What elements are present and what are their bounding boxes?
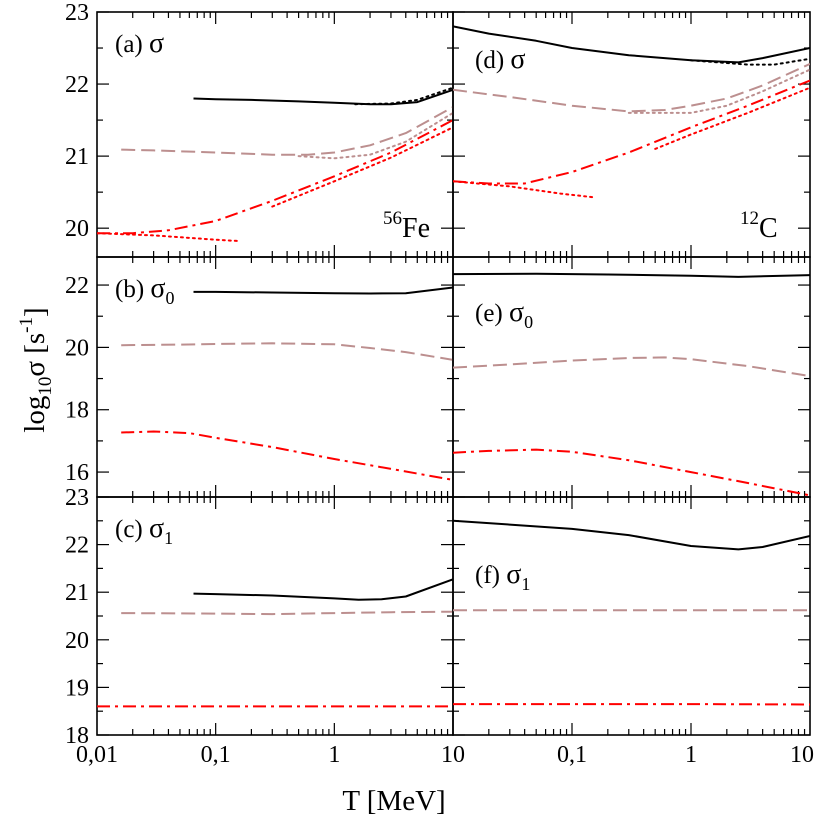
series-line-0 [194, 90, 454, 104]
y-tick-label: 22 [65, 72, 89, 98]
y-axis-label: log10σ [s-1] [16, 307, 56, 432]
panel-frame [453, 257, 810, 497]
panel-symbol: σ [150, 273, 165, 304]
panel-label: (d) σ [475, 44, 526, 75]
panel-d: (d) σ 12C [453, 12, 810, 257]
x-tick-label: 0,1 [201, 742, 231, 768]
nucleus-mass: 56 [383, 208, 402, 229]
panel-subscript: 1 [164, 528, 173, 548]
x-tick-label: 0,1 [557, 742, 587, 768]
panel-label: (e) σ0 [475, 297, 533, 332]
panel-letter: (a) [115, 31, 149, 58]
x-tick-label: 0,01 [76, 742, 118, 768]
y-tick-label: 18 [65, 398, 89, 424]
panel-symbol: σ [149, 28, 164, 59]
panel-subscript: 0 [166, 288, 175, 308]
series-line-6 [272, 127, 453, 206]
series-line-1 [355, 88, 453, 105]
series-line-2 [121, 432, 453, 480]
y-tick-label: 16 [65, 460, 89, 486]
y-tick-label: 20 [65, 335, 89, 361]
ylabel-close: ] [19, 307, 51, 317]
ylabel-sup: -1 [16, 317, 37, 333]
nucleus-label: 12C [740, 208, 778, 244]
y-tick-label: 22 [65, 273, 89, 299]
y-tick-label: 23 [65, 0, 89, 26]
panel-subscript: 0 [524, 312, 533, 332]
x-axis-label: T [MeV] [342, 785, 445, 817]
series-line-0 [453, 274, 810, 277]
ylabel-sub: 10 [35, 377, 56, 396]
series-group [453, 521, 810, 705]
nucleus-symbol: Fe [402, 213, 430, 244]
panel-letter: (e) [475, 300, 509, 327]
series-group [121, 288, 453, 480]
series-line-1 [121, 343, 453, 360]
panel-label: (f) σ1 [475, 559, 530, 594]
series-line-1 [453, 357, 810, 376]
panel-b: 16 18 20 22 (b) σ0 [65, 257, 453, 497]
series-line-0 [453, 521, 810, 550]
series-group [97, 579, 453, 706]
x-tick-label: 10 [441, 742, 465, 768]
ylabel-sym: σ [s [19, 333, 51, 377]
y-tick-label: 20 [65, 216, 89, 242]
panel-label: (c) σ1 [115, 513, 173, 548]
x-tick-label: 1 [685, 742, 697, 768]
panel-letter: (c) [115, 516, 149, 543]
series-line-2 [453, 450, 810, 496]
y-tick-label: 22 [65, 533, 89, 559]
nucleus-label: 56Fe [383, 208, 430, 244]
y-tick-label: 23 [65, 485, 89, 511]
ylabel-main: log [19, 396, 51, 433]
panel-label: (a) σ [115, 28, 164, 59]
nucleus-symbol: C [759, 213, 778, 244]
series-line-0 [194, 288, 454, 294]
series-line-1 [121, 612, 453, 614]
panel-frame [453, 497, 810, 735]
panel-subscript: 1 [521, 574, 530, 594]
series-line-5 [97, 233, 240, 241]
series-line-3 [299, 113, 453, 158]
series-line-2 [121, 107, 453, 155]
panel-letter: (b) [115, 276, 150, 303]
y-tick-label: 20 [65, 628, 89, 654]
panel-symbol: σ [510, 44, 525, 75]
series-line-0 [194, 579, 454, 600]
nucleus-mass: 12 [740, 208, 759, 229]
panel-symbol: σ [149, 513, 164, 544]
y-tick-label: 19 [65, 675, 89, 701]
panel-symbol: σ [509, 297, 524, 328]
x-tick-label: 1 [328, 742, 340, 768]
panel-letter: (f) [475, 562, 506, 589]
panel-letter: (d) [475, 47, 510, 74]
y-tick-label: 21 [65, 144, 89, 170]
panel-symbol: σ [506, 559, 521, 590]
panel-a: 20 21 22 23 (a) σ 56Fe [65, 0, 453, 257]
panel-e: (e) σ0 [453, 257, 810, 497]
x-tick-label: 10 [790, 742, 814, 768]
y-tick-label: 21 [65, 580, 89, 606]
panel-label: (b) σ0 [115, 273, 175, 308]
